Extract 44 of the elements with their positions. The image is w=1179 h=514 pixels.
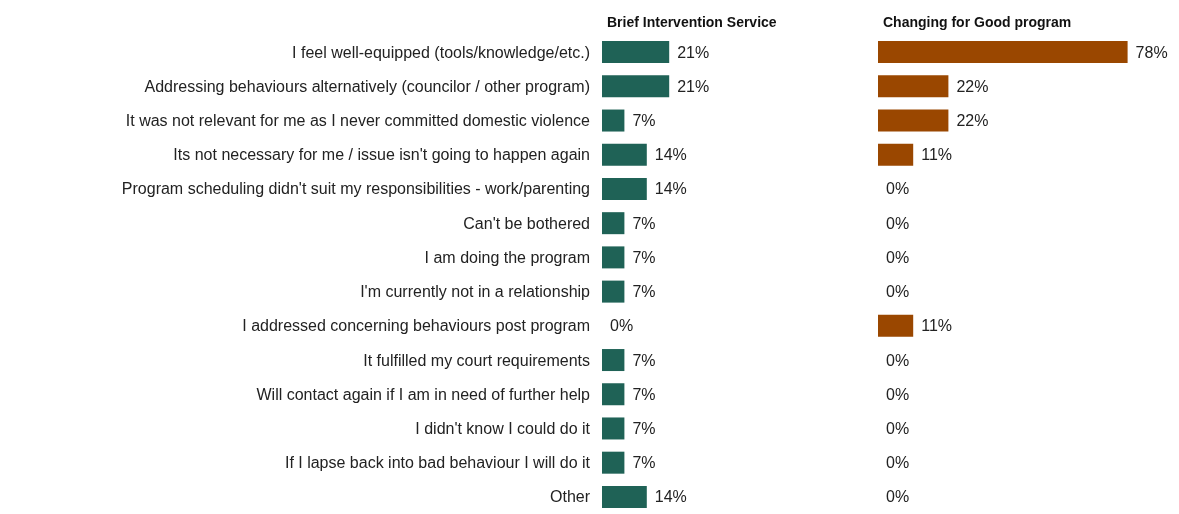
chart-title: Brief Intervention Service [607,14,777,30]
y-tick-label: If I lapse back into bad behaviour I will do it [284,454,591,472]
data-label: 0% [886,454,910,472]
y-tick-label: Program scheduling didn't suit my responsibilities - work/parenting [121,180,590,198]
data-label: 14% [654,180,687,198]
data-label: 0% [886,180,910,198]
chart-title: Changing for Good program [883,14,1072,30]
y-tick-label: I feel well-equipped (tools/knowledge/etc.) [292,43,590,61]
data-label: 14% [654,146,687,164]
y-tick-label: I'm currently not in a relationship [360,283,591,301]
data-label: 7% [632,283,656,301]
data-label: 0% [886,488,910,506]
data-label: 0% [886,419,910,437]
y-tick-label: Will contact again if I am in need of further help [256,385,591,403]
data-label: 0% [886,214,910,232]
data-label: 22% [956,112,989,130]
data-label: 7% [632,385,656,403]
y-tick-label: Addressing behaviours alternatively (councilor / other program) [144,77,590,95]
data-label: 7% [632,214,656,232]
y-tick-label: I didn't know I could do it [415,419,591,437]
y-tick-label: It fulfilled my court requirements [363,351,590,369]
data-label: 7% [632,112,656,130]
data-label: 11% [921,317,953,335]
data-label: 0% [886,385,910,403]
data-label: 21% [677,43,710,61]
data-label: 0% [886,351,910,369]
data-label: 21% [677,77,710,95]
y-tick-label: I am doing the program [424,248,590,266]
data-label: 7% [632,248,656,266]
data-label: 22% [956,77,989,95]
data-label: 0% [886,283,910,301]
y-tick-label: Other [549,488,591,506]
data-label: 0% [886,248,910,266]
data-label: 14% [654,488,687,506]
data-label: 7% [632,419,656,437]
data-label: 78% [1135,43,1168,61]
y-tick-label: It was not relevant for me as I never committed domestic violence [125,112,591,130]
y-tick-label: Can't be bothered [463,214,590,232]
data-label: 7% [632,351,656,369]
data-label: 0% [610,317,634,335]
data-label: 7% [632,454,656,472]
data-label: 11% [921,146,953,164]
y-tick-label: I addressed concerning behaviours post program [242,317,590,335]
y-tick-label: Its not necessary for me / issue isn't going to happen again [173,146,590,164]
